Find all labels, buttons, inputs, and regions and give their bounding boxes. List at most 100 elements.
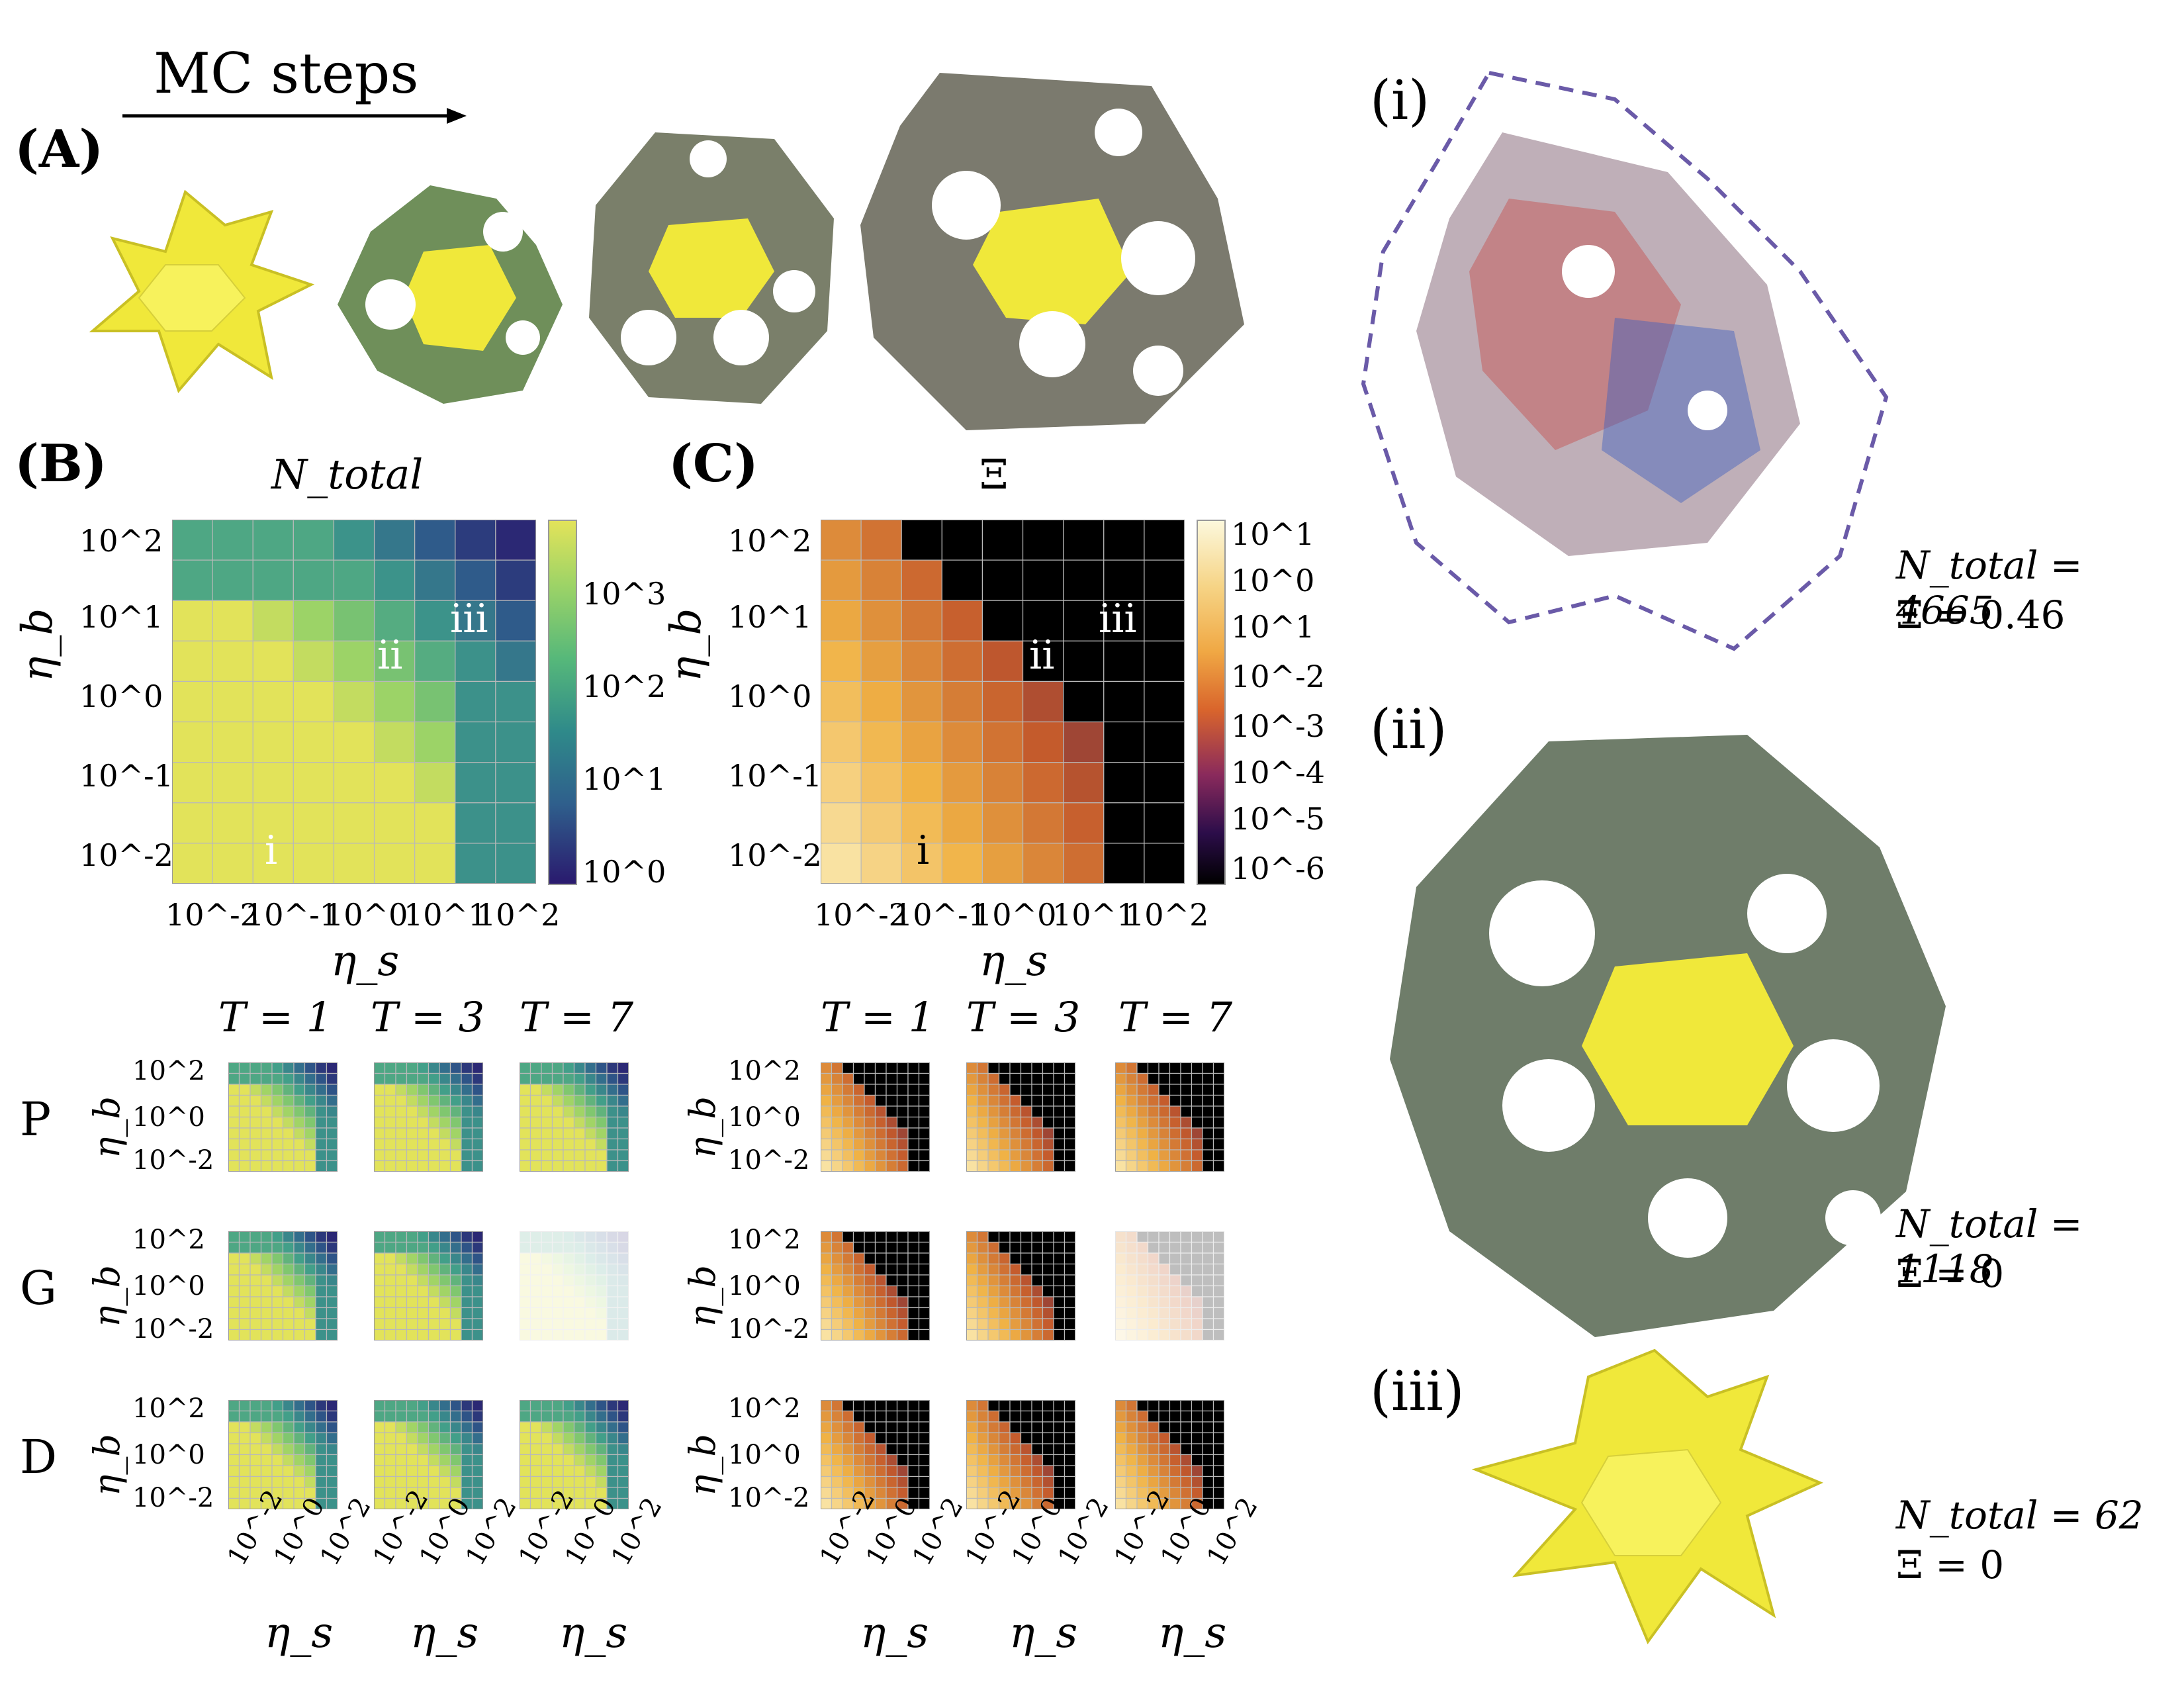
heatmap-cell bbox=[384, 1231, 396, 1243]
heatmap-cell bbox=[864, 1432, 876, 1444]
heatmap-cell bbox=[842, 1274, 854, 1287]
heatmap-cell bbox=[896, 1094, 909, 1107]
heatmap-cell bbox=[1103, 600, 1145, 641]
heatmap-cell bbox=[551, 1127, 564, 1140]
heatmap-cell bbox=[918, 1432, 930, 1444]
heatmap-cell bbox=[293, 1476, 306, 1488]
heatmap-cell bbox=[461, 1138, 473, 1150]
heatmap-cell bbox=[1158, 1160, 1171, 1172]
heatmap-cell bbox=[842, 1476, 854, 1488]
heatmap-cell bbox=[1115, 1263, 1127, 1276]
heatmap-cell bbox=[1202, 1116, 1214, 1129]
heatmap-cell bbox=[395, 1160, 408, 1172]
heatmap-cell bbox=[414, 559, 456, 601]
heatmap-cell bbox=[1009, 1443, 1022, 1456]
heatmap-cell bbox=[1063, 600, 1105, 641]
small-heatmap bbox=[1115, 1062, 1224, 1172]
heatmap-cell bbox=[520, 1307, 531, 1319]
heatmap-cell bbox=[374, 1400, 386, 1412]
heatmap-cell bbox=[439, 1072, 451, 1085]
heatmap-cell bbox=[384, 1465, 396, 1477]
heatmap-cell bbox=[918, 1160, 930, 1172]
heatmap-cell bbox=[529, 1084, 542, 1096]
heatmap-cell bbox=[250, 1318, 262, 1331]
heatmap-cell bbox=[976, 1476, 989, 1488]
heatmap-cell bbox=[1169, 1400, 1181, 1412]
heatmap-cell bbox=[573, 1084, 586, 1096]
heatmap-cell bbox=[293, 1307, 306, 1319]
heatmap-cell bbox=[1212, 1476, 1224, 1488]
heatmap-cell bbox=[304, 1138, 316, 1150]
heatmap-cell bbox=[373, 640, 416, 682]
heatmap-cell bbox=[293, 1432, 306, 1444]
small-tick: 10^0 bbox=[132, 1102, 205, 1133]
heatmap-cell bbox=[573, 1296, 586, 1309]
heatmap-cell bbox=[896, 1149, 909, 1162]
heatmap-cell bbox=[563, 1094, 575, 1107]
heatmap-cell bbox=[896, 1138, 909, 1150]
heatmap-cell bbox=[326, 1329, 338, 1340]
heatmap-cell bbox=[1009, 1160, 1022, 1172]
heatmap-cell bbox=[250, 1454, 262, 1466]
heatmap-cell bbox=[238, 1410, 251, 1423]
heatmap-cell bbox=[563, 1285, 575, 1297]
heatmap-cell bbox=[520, 1138, 531, 1150]
panel-c-xtick: 10^1 bbox=[1052, 897, 1136, 933]
heatmap-cell bbox=[293, 1296, 306, 1309]
heatmap-cell bbox=[874, 1296, 887, 1309]
heatmap-cell bbox=[529, 1274, 542, 1287]
heatmap-cell bbox=[228, 1307, 240, 1319]
heatmap-cell bbox=[1020, 1307, 1032, 1319]
heatmap-cell bbox=[886, 1062, 898, 1074]
heatmap-cell bbox=[976, 1443, 989, 1456]
heatmap-cell bbox=[1053, 1400, 1066, 1412]
heatmap-cell bbox=[1042, 1263, 1054, 1276]
heatmap-cell bbox=[606, 1410, 619, 1423]
small-tick: 10^-2 bbox=[132, 1314, 214, 1344]
heatmap-cell bbox=[941, 520, 983, 561]
heatmap-cell bbox=[584, 1231, 597, 1243]
heatmap-cell bbox=[966, 1062, 978, 1074]
heatmap-cell bbox=[541, 1476, 553, 1488]
heatmap-cell bbox=[541, 1231, 553, 1243]
heatmap-cell bbox=[1115, 1476, 1127, 1488]
heatmap-cell bbox=[896, 1274, 909, 1287]
heatmap-cell bbox=[617, 1062, 629, 1074]
heatmap-cell bbox=[315, 1410, 328, 1423]
heatmap-cell bbox=[282, 1421, 295, 1434]
heatmap-cell bbox=[228, 1476, 240, 1488]
heatmap-cell bbox=[966, 1318, 978, 1331]
heatmap-cell bbox=[282, 1094, 295, 1107]
heatmap-cell bbox=[439, 1241, 451, 1254]
heatmap-cell bbox=[541, 1127, 553, 1140]
heatmap-cell bbox=[1020, 1318, 1032, 1331]
heatmap-cell bbox=[976, 1149, 989, 1162]
heatmap-cell bbox=[282, 1149, 295, 1162]
heatmap-cell bbox=[842, 1400, 854, 1412]
heatmap-cell bbox=[282, 1465, 295, 1477]
heatmap-cell bbox=[584, 1116, 597, 1129]
heatmap-cell bbox=[326, 1105, 338, 1118]
heatmap-cell bbox=[449, 1231, 462, 1243]
heatmap-cell bbox=[333, 520, 375, 561]
heatmap-cell bbox=[998, 1072, 1011, 1085]
heatmap-cell bbox=[1212, 1105, 1224, 1118]
heatmap-cell bbox=[414, 640, 456, 682]
heatmap-cell bbox=[896, 1307, 909, 1319]
heatmap-cell bbox=[439, 1443, 451, 1456]
heatmap-cell bbox=[1212, 1443, 1224, 1456]
heatmap-cell bbox=[282, 1487, 295, 1499]
heatmap-cell bbox=[1115, 1443, 1127, 1456]
heatmap-cell bbox=[907, 1116, 920, 1129]
heatmap-cell bbox=[428, 1465, 440, 1477]
heatmap-cell bbox=[406, 1231, 418, 1243]
panel-b-cbar-tick: 10^1 bbox=[582, 761, 666, 797]
heatmap-cell bbox=[573, 1476, 586, 1488]
heatmap-cell bbox=[1212, 1062, 1224, 1074]
heatmap-cell bbox=[529, 1116, 542, 1129]
heatmap-cell bbox=[406, 1465, 418, 1477]
heatmap-cell bbox=[987, 1421, 1000, 1434]
heatmap-cell bbox=[1115, 1094, 1127, 1107]
heatmap-cell bbox=[1053, 1318, 1066, 1331]
heatmap-cell bbox=[1169, 1274, 1181, 1287]
